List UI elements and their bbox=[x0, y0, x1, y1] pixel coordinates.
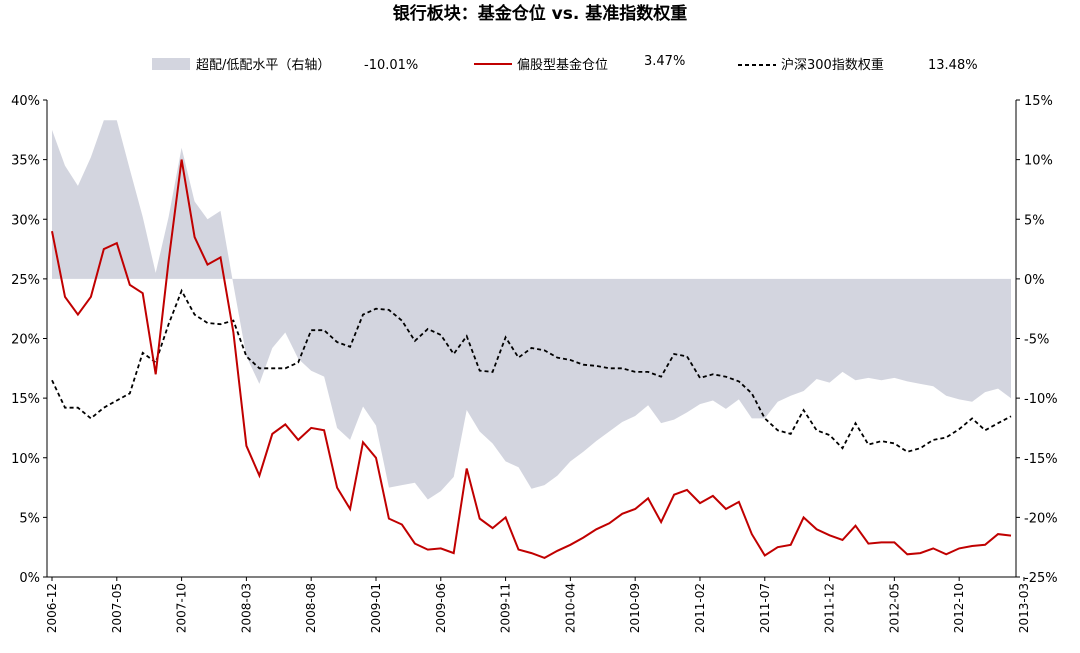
series-lines-layer bbox=[51, 159, 1012, 559]
x-tick-label: 2011-07 bbox=[758, 583, 772, 633]
axes-layer: 0% 5% 10% 15% 20% 25% 30% 35% 40% -25% -20% -15% -10… bbox=[11, 94, 1058, 633]
x-tick-label: 2011-02 bbox=[693, 583, 707, 633]
x-tick-label: 2008-08 bbox=[304, 583, 318, 633]
left-tick-label: 5% bbox=[19, 511, 40, 526]
left-tick-label: 30% bbox=[11, 213, 40, 228]
x-tick-label: 2009-06 bbox=[434, 583, 448, 633]
left-tick-label: 0% bbox=[19, 571, 40, 586]
x-tick-label: 2009-11 bbox=[499, 583, 513, 633]
left-tick-label: 25% bbox=[11, 273, 40, 288]
right-tick-label: -20% bbox=[1024, 511, 1058, 526]
x-tick-label: 2007-05 bbox=[110, 583, 124, 633]
left-tick-label: 40% bbox=[11, 94, 40, 109]
right-tick-label: -25% bbox=[1024, 571, 1058, 586]
legend-label-area: 超配/低配水平（右轴） bbox=[196, 58, 330, 73]
legend-value-area: -10.01% bbox=[364, 58, 418, 73]
left-tick-label: 15% bbox=[11, 392, 40, 407]
right-tick-label: -5% bbox=[1024, 333, 1049, 348]
fund-position-line bbox=[51, 159, 1012, 559]
left-tick-label: 10% bbox=[11, 452, 40, 467]
x-tick-label: 2012-10 bbox=[952, 583, 966, 633]
right-tick-label: 5% bbox=[1024, 213, 1045, 228]
chart-title: 银行板块：基金仓位 vs. 基准指数权重 bbox=[393, 3, 688, 24]
right-tick-label: 10% bbox=[1024, 154, 1053, 169]
left-tick-label: 35% bbox=[11, 154, 40, 169]
x-tick-label: 2008-03 bbox=[239, 583, 253, 633]
legend: 超配/低配水平（右轴） -10.01% 偏股型基金仓位 3.47% 沪深300指… bbox=[152, 54, 978, 73]
legend-value-index: 13.48% bbox=[928, 58, 978, 73]
right-tick-label: -10% bbox=[1024, 392, 1058, 407]
x-tick-label: 2007-10 bbox=[175, 583, 189, 633]
legend-value-fund: 3.47% bbox=[644, 54, 685, 69]
x-tick-label: 2013-03 bbox=[1017, 583, 1031, 633]
x-tick-label: 2010-09 bbox=[628, 583, 642, 633]
x-tick-label: 2006-12 bbox=[45, 583, 59, 633]
legend-swatch-area bbox=[152, 58, 190, 70]
x-tick-label: 2012-05 bbox=[887, 583, 901, 633]
right-tick-label: 0% bbox=[1024, 273, 1045, 288]
legend-label-fund: 偏股型基金仓位 bbox=[517, 57, 608, 73]
x-tick-label: 2009-01 bbox=[369, 583, 383, 633]
index-weight-line bbox=[51, 288, 1012, 453]
x-tick-label: 2010-04 bbox=[563, 583, 577, 633]
overweight-area-layer bbox=[52, 120, 1011, 500]
overweight-area bbox=[52, 120, 1011, 500]
x-tick-label: 2011-12 bbox=[823, 583, 837, 633]
left-tick-label: 20% bbox=[11, 333, 40, 348]
legend-label-index: 沪深300指数权重 bbox=[781, 57, 884, 73]
right-tick-label: 15% bbox=[1024, 94, 1053, 109]
right-tick-label: -15% bbox=[1024, 452, 1058, 467]
